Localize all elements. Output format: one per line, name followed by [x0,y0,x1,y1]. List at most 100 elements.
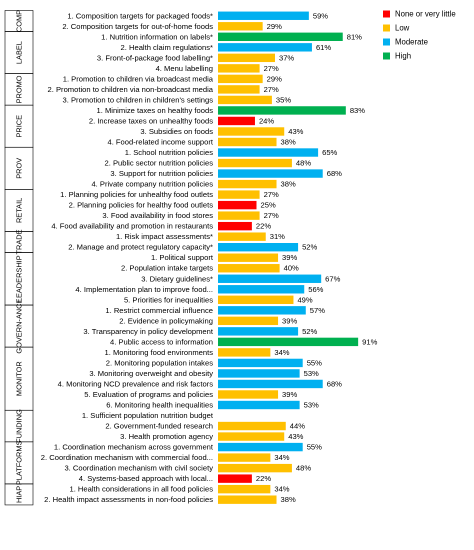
category-label: 2. Promotion to children via non-broadca… [48,85,214,94]
category-label: 1. Risk impact assessments* [116,232,213,241]
category-label: 3. Subsidies on foods [140,127,213,136]
bar [218,453,271,462]
legend-swatch [383,24,390,32]
group-labels: COMP LABEL PROMO PRICE PROV RETAIL TRADELEADER… [4,10,34,506]
group-box [4,483,34,506]
bar [218,264,280,273]
category-label: 2. Government-funded research [105,422,213,431]
category-label: 2. Public sector nutrition policies [105,159,214,168]
group-label: MONITOR [15,361,24,396]
category-label: 4. Implementation plan to improve food..… [75,285,213,294]
value-label: 39% [282,253,297,262]
value-label: 34% [274,348,289,357]
bar [218,243,299,252]
category-label: 1. Coordination mechanism across governm… [54,443,214,452]
value-label: 48% [296,464,311,473]
bar [218,106,346,115]
value-label: 65% [322,148,337,157]
category-label: 1. Monitoring food environments [105,348,214,357]
value-label: 67% [325,274,340,283]
bar [218,221,252,231]
legend-label: Moderate [395,38,428,47]
category-label: 3. Transparency in policy development [83,327,213,336]
bar [218,158,292,168]
bar [218,379,323,389]
value-label: 34% [274,485,289,494]
value-label: 43% [288,432,303,441]
category-label: 3. Support for nutrition policies [110,169,213,178]
bar [218,53,275,63]
value-label: 38% [281,495,296,504]
legend-swatch [383,38,390,46]
category-label: 1. Nutrition information on labels* [101,32,213,41]
value-label: 53% [304,401,319,410]
bar [218,127,285,136]
bar [218,64,260,73]
bar [218,400,300,410]
bar [218,74,263,84]
value-label: 48% [296,159,311,168]
category-label: 2. Evidence in policymaking [119,316,213,325]
bar [218,11,309,20]
value-label: 27% [264,190,279,199]
group-label: RETAIL [15,198,24,223]
bar [218,137,277,147]
category-label: 3. Coordination mechanism with civil soc… [64,464,213,473]
value-label: 27% [264,85,279,94]
bar [218,200,257,210]
value-label: 43% [288,127,303,136]
value-label: 53% [304,369,319,378]
value-label: 25% [261,201,276,210]
group-label: COMP [15,10,24,32]
value-label: 35% [276,95,291,104]
category-label: 1. Minimize taxes on healthy foods [97,106,214,115]
bar [218,348,271,357]
category-label: 5. Priorities for inequalities [124,295,213,304]
bar [218,274,322,283]
category-label: 4. Food availability and promotion in re… [51,222,213,231]
bar [218,32,343,41]
value-label: 40% [284,264,299,273]
value-label: 52% [302,243,317,252]
value-label: 49% [297,295,312,304]
group-label: TRADE [15,229,24,254]
category-label: 2. Planning policies for healthy food ou… [69,201,214,210]
category-label: 2. Monitoring population intakes [106,358,213,367]
value-label: 27% [264,64,279,73]
bar [218,327,299,336]
bar [218,358,303,368]
value-label: 57% [310,306,325,315]
bar [218,316,279,326]
value-label: 68% [327,379,342,388]
bar [218,43,312,52]
bar [218,495,277,504]
value-label: 24% [259,116,274,125]
bar [218,116,255,126]
bar [218,432,285,441]
value-labels: 59%29%81%61%37%27%29%27%35%83%24%43%38%6… [256,11,378,504]
bar [218,253,279,262]
bar [218,179,277,189]
bar [218,295,294,304]
category-label: 1. Planning policies for unhealthy food … [60,190,213,199]
category-label: 3. Dietary guidelines* [141,274,213,283]
bar [218,421,286,431]
category-label: 2. Increase taxes on unhealthy foods [89,116,213,125]
group-label: LABEL [15,41,24,64]
bar [218,95,272,105]
category-label: 1. Political support [151,253,214,262]
category-label: 2. Coordination mechanism with commercia… [41,453,213,462]
value-label: 44% [290,422,305,431]
bar [218,306,306,315]
bars [218,11,359,504]
bar [218,169,323,178]
category-label: 1. School nutrition policies [125,148,213,157]
category-label: 3. Food availability in food stores [102,211,213,220]
legend-label: None or very little [395,10,456,19]
bar [218,285,305,294]
bar [218,474,252,483]
category-label: 2. Population intake targets [121,264,213,273]
legend-label: Low [395,24,410,33]
group-label: GOVERN-ANCE [15,299,24,354]
